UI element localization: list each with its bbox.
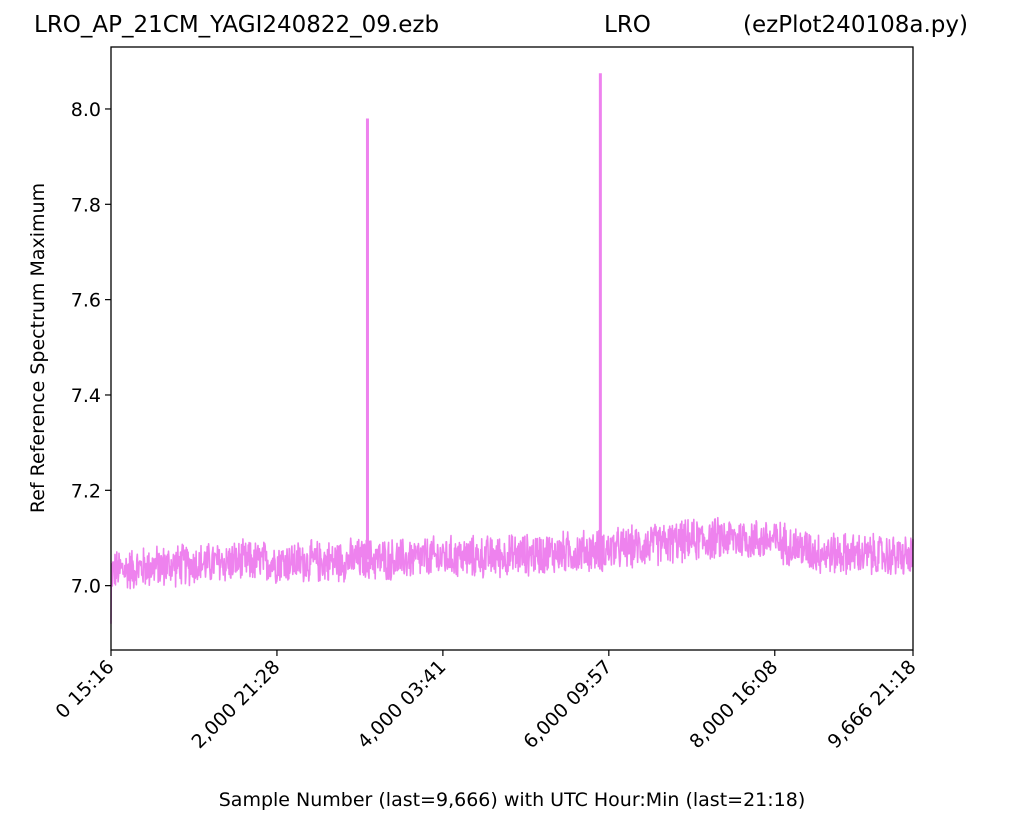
data-series-line	[110, 516, 914, 624]
script-header: (ezPlot240108a.py)	[743, 12, 968, 38]
x-tick-label: 8,000 16:08	[685, 656, 782, 753]
y-tick-label: 7.4	[71, 385, 101, 407]
x-axis-label: Sample Number (last=9,666) with UTC Hour…	[218, 789, 806, 811]
y-tick-label: 7.6	[71, 290, 101, 312]
plot-frame	[110, 46, 914, 651]
file-name-header: LRO_AP_21CM_YAGI240822_09.ezb	[34, 12, 440, 38]
x-tick-label: 2,000 21:28	[187, 656, 284, 753]
x-tick-label: 9,666 21:18	[824, 656, 921, 753]
y-tick-label: 7.0	[71, 576, 101, 598]
y-axis-label: Ref Reference Spectrum Maximum	[27, 183, 49, 513]
y-tick-label: 7.8	[71, 194, 101, 216]
x-tick-label: 0 15:16	[51, 656, 118, 723]
y-tick-label: 8.0	[71, 99, 101, 121]
x-tick-label: 6,000 09:57	[519, 656, 616, 753]
station-header: LRO	[604, 12, 651, 38]
x-tick-label: 4,000 03:41	[353, 656, 450, 753]
y-tick-label: 7.2	[71, 480, 101, 502]
